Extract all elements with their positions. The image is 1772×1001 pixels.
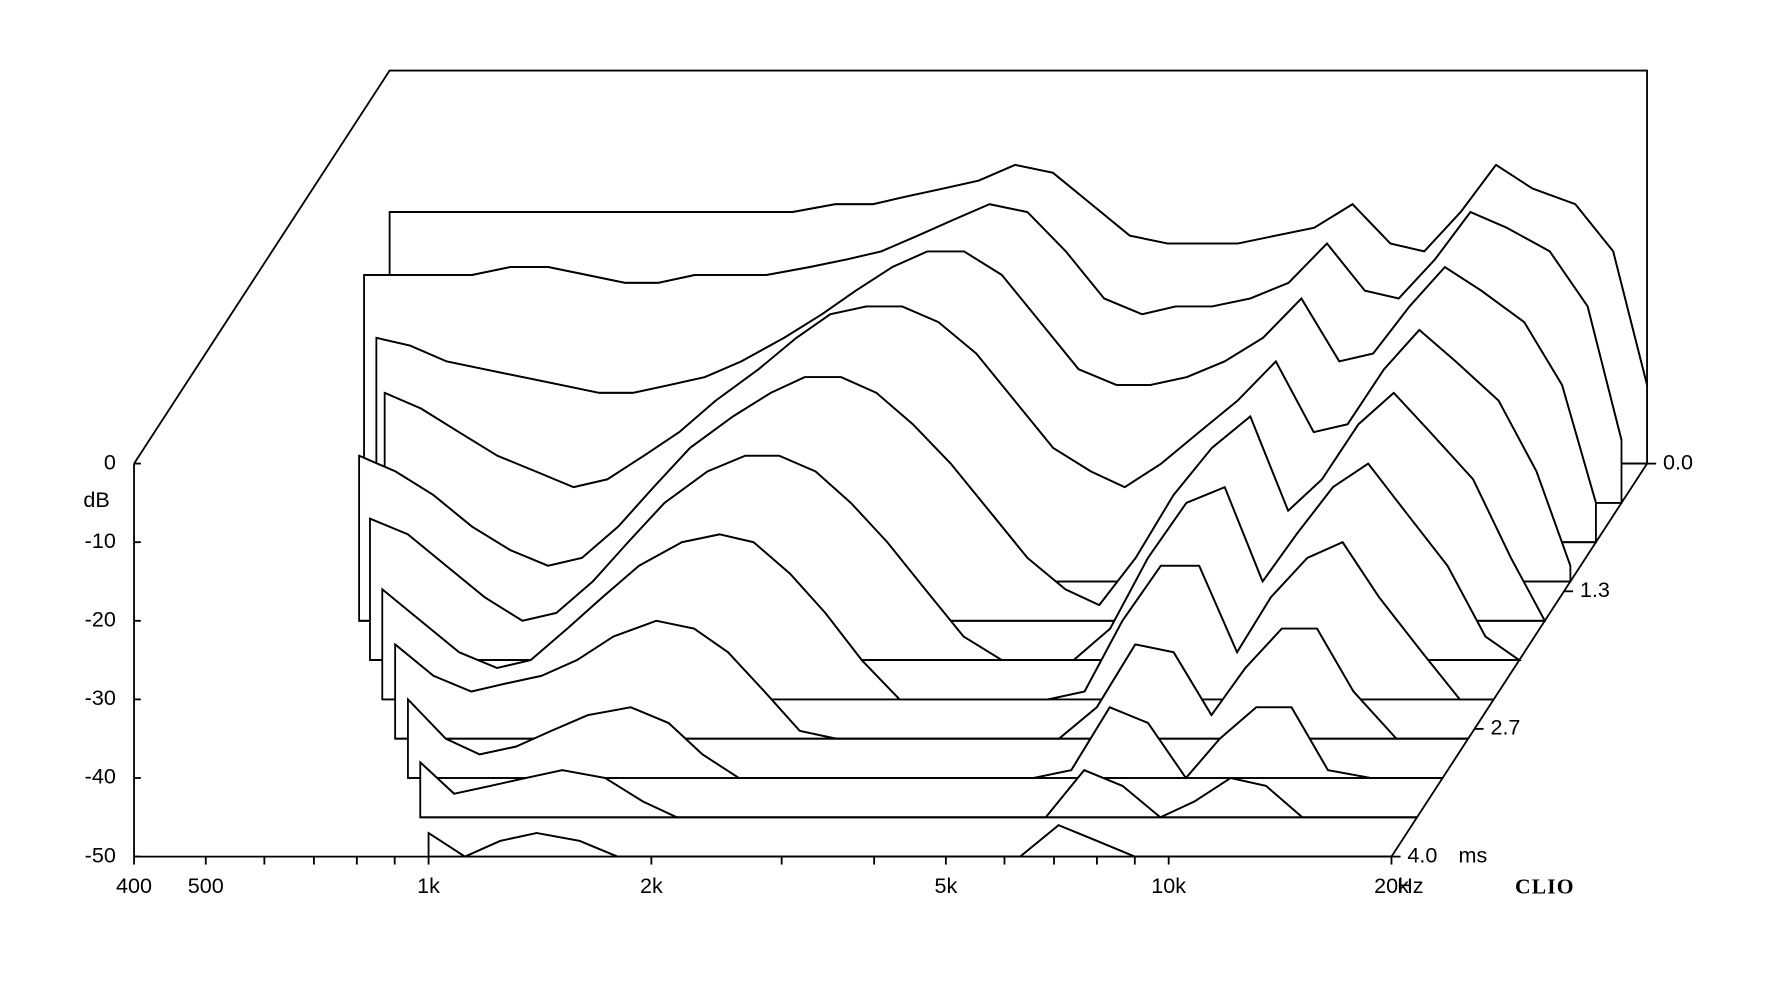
brand-label: CLIO — [1515, 874, 1575, 898]
z-tick-label: 0.0 — [1663, 449, 1693, 474]
y-tick-label: -40 — [85, 764, 116, 789]
x-tick-label: 500 — [188, 873, 224, 898]
y-tick-label: -50 — [85, 842, 116, 867]
y-tick-label: 0 — [104, 449, 116, 474]
x-tick-label: 10k — [1151, 873, 1186, 898]
slice-curve — [407, 698, 1443, 779]
y-tick-label: -10 — [85, 528, 116, 553]
x-tick-label: 2k — [640, 873, 663, 898]
z-unit-label: ms — [1458, 842, 1487, 867]
slice-curve — [394, 619, 1469, 740]
x-tick-label: 5k — [934, 873, 957, 898]
slice-curve — [381, 533, 1494, 701]
slice-curve — [358, 376, 1546, 622]
slice-curve — [364, 203, 1623, 441]
y-axis-label: dB — [83, 487, 109, 512]
x-tick-label: 1k — [417, 873, 440, 898]
x-tick-label: 20k — [1374, 873, 1409, 898]
z-tick-label: 2.7 — [1490, 715, 1520, 740]
back-frame — [133, 69, 1648, 465]
y-tick-label: -30 — [85, 685, 116, 710]
slice-curve — [376, 250, 1597, 504]
x-tick-label: 400 — [116, 873, 152, 898]
slice-curve — [369, 454, 1520, 662]
slice-curve — [419, 761, 1418, 819]
x-unit-label: Hz — [1397, 873, 1423, 898]
slice-fill — [427, 824, 1392, 858]
z-tick-label: 4.0 — [1407, 842, 1437, 867]
z-tick-label: 1.3 — [1580, 577, 1610, 602]
slice-curve — [389, 163, 1648, 386]
y-tick-label: -20 — [85, 606, 116, 631]
slice-curve — [428, 824, 1392, 858]
slice-curve — [384, 305, 1572, 567]
